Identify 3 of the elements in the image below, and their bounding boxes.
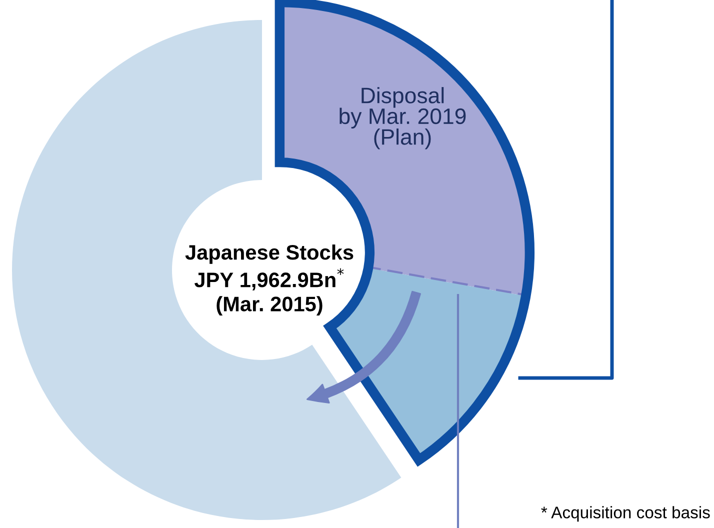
text: Japanese Stocks JPY 1,962.9Bn$^{*}$ (Mar. 2015) bbox=[185, 244, 354, 316]
text: * Acquisition cost basis bbox=[541, 506, 710, 522]
slice-label: Disposal by Mar. 2019 (Plan) bbox=[340, 87, 466, 150]
